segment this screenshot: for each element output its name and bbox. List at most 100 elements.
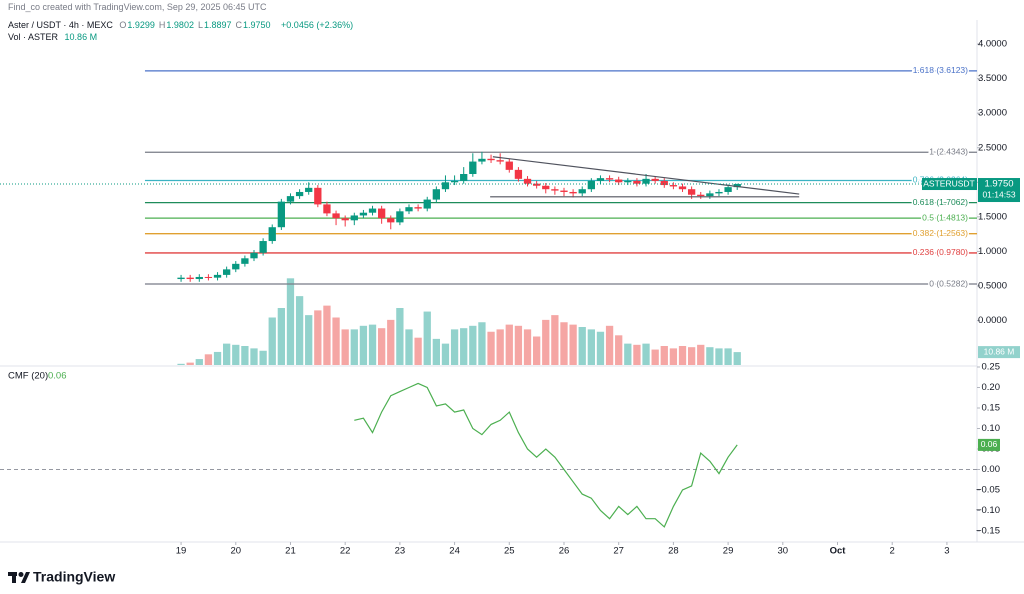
candle-body: [687, 189, 696, 195]
volume-bar: [678, 346, 687, 365]
volume-bar: [186, 362, 194, 365]
ohlc-value: 1.9802: [166, 20, 194, 30]
y-tick-label: 0.00: [982, 464, 1001, 475]
ohlc-key: L: [197, 20, 203, 30]
volume-bar: [578, 327, 586, 365]
candle-body: [678, 186, 687, 190]
symbol-line: Aster / USDT · 4h · MEXC O1.9299 H1.9802 L…: [8, 20, 357, 30]
ohlc: O1.9299 H1.9802 L1.8897 C1.9750: [119, 20, 274, 30]
candle-body: [596, 178, 605, 181]
x-tick-label: 27: [613, 546, 624, 557]
volume-line: Vol · ASTER 10.86 M: [8, 32, 101, 42]
volume-bar: [523, 329, 532, 365]
x-tick-label: 19: [176, 546, 187, 557]
x-tick-label: 25: [504, 546, 515, 557]
candle-body: [359, 212, 368, 216]
volume-bar: [423, 311, 431, 365]
volume-bar: [286, 278, 295, 365]
volume-bar: [605, 325, 614, 365]
volume-bar: [487, 331, 495, 365]
volume-bar: [432, 338, 440, 365]
candle-body: [469, 161, 477, 175]
volume-bar: [387, 319, 395, 365]
volume-bar: [514, 325, 523, 365]
candle-body: [450, 180, 459, 183]
y-tick-label: 4.0000: [978, 39, 1007, 50]
logo-icon: [8, 572, 30, 583]
volume-bar: [250, 348, 258, 365]
ohlc-value: 1.9299: [127, 20, 155, 30]
candle-body: [605, 178, 614, 180]
x-tick-label: 24: [449, 546, 460, 557]
candle-body: [542, 185, 550, 190]
candle-body: [177, 277, 185, 280]
candle-body: [241, 258, 249, 264]
y-tick-label: −0.10: [976, 505, 1000, 516]
y-tick-label: 0.0000: [978, 315, 1007, 326]
y-tick-label: 0.15: [982, 403, 1001, 414]
x-tick-label: 26: [559, 546, 570, 557]
volume-bar: [378, 328, 386, 365]
volume-bar: [532, 336, 541, 365]
candle-body: [532, 183, 541, 186]
volume-bar: [706, 347, 714, 365]
candle-body: [396, 211, 404, 223]
candle-body: [615, 179, 623, 183]
candle-body: [569, 191, 577, 194]
candle-body: [232, 263, 240, 270]
cmf-tag: [978, 438, 1000, 451]
candle-body: [414, 207, 422, 209]
volume-bar: [232, 344, 240, 365]
volume-bar: [441, 343, 450, 365]
volume-bar: [323, 305, 331, 365]
y-tick-label: 0.5000: [978, 280, 1007, 291]
candle-body: [578, 189, 586, 194]
ohlc-key: C: [235, 20, 243, 30]
candle-body: [651, 178, 659, 181]
volume-bar: [341, 329, 349, 365]
symbol-tag: [922, 178, 977, 191]
fib-level-label: 0.5 (1.4813): [922, 212, 968, 222]
candle-body: [697, 194, 705, 197]
candle-body: [551, 189, 559, 191]
symbol-tag-text: ASTERUSDT: [923, 178, 974, 188]
candle-body: [305, 187, 313, 192]
candle-body: [286, 196, 295, 202]
volume-bar: [551, 315, 559, 365]
y-tick-label: 2.5000: [978, 142, 1007, 153]
volume-bar: [268, 317, 276, 365]
x-tick-label: 28: [668, 546, 679, 557]
volume-bar: [715, 348, 723, 365]
candle-body: [405, 207, 413, 212]
y-tick-label: −0.05: [976, 485, 1000, 496]
candle-body: [378, 208, 386, 219]
candle-body: [195, 276, 203, 280]
symbol: Aster / USDT · 4h · MEXC: [8, 20, 113, 30]
candle-body: [706, 193, 714, 197]
volume-bar: [469, 325, 477, 365]
x-tick-label: 30: [778, 546, 789, 557]
volume-tag: [978, 346, 1020, 359]
volume-bar: [697, 344, 705, 365]
volume-bar: [687, 347, 696, 365]
volume-bar: [624, 343, 632, 365]
volume-bar: [505, 324, 513, 365]
candle-body: [341, 218, 349, 221]
candle-body: [478, 158, 486, 162]
volume-bar: [669, 348, 678, 365]
candle-body: [323, 204, 331, 214]
volume-bar: [259, 350, 267, 365]
price-tag-text: 1.9750: [984, 179, 1013, 190]
candle-body: [314, 187, 322, 205]
indicator-value: 0.06: [48, 371, 67, 382]
volume-bar: [177, 363, 185, 365]
volume-bar: [633, 344, 641, 365]
volume-bar: [277, 308, 286, 365]
volume-bar: [350, 329, 358, 365]
volume-bar: [642, 343, 650, 365]
ohlc-value: 1.9750: [243, 20, 271, 30]
candle-body: [350, 215, 358, 221]
volume-bar: [368, 324, 377, 365]
volume-bar: [396, 308, 404, 365]
x-tick-label: 2: [890, 546, 895, 557]
